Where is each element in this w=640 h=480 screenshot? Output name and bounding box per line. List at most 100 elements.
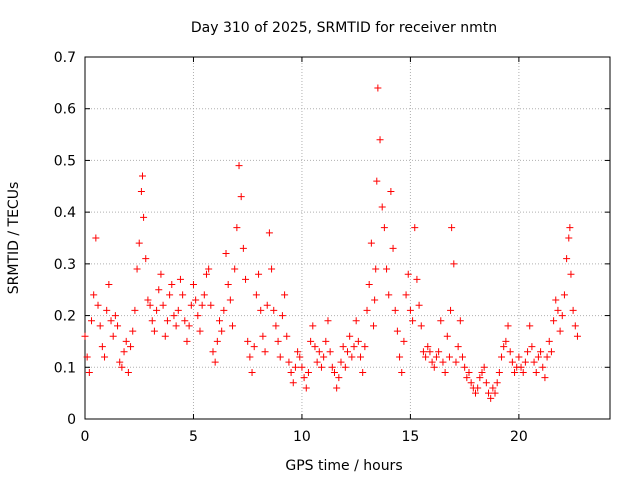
data-point bbox=[367, 239, 375, 247]
data-point bbox=[432, 353, 440, 361]
data-point bbox=[92, 234, 100, 242]
x-tick-label: 0 bbox=[81, 429, 90, 445]
data-point bbox=[476, 374, 484, 382]
data-point bbox=[502, 337, 510, 345]
data-point bbox=[265, 229, 273, 237]
data-point bbox=[493, 379, 501, 387]
data-point bbox=[337, 358, 345, 366]
data-point bbox=[547, 348, 555, 356]
data-point bbox=[463, 374, 471, 382]
data-point bbox=[539, 363, 547, 371]
data-point bbox=[341, 363, 349, 371]
data-point bbox=[168, 281, 176, 289]
data-point bbox=[372, 265, 380, 273]
data-point bbox=[302, 384, 310, 392]
chart-title: Day 310 of 2025, SRMTID for receiver nmt… bbox=[191, 20, 497, 36]
data-point bbox=[389, 244, 397, 252]
data-point bbox=[380, 224, 388, 232]
data-point bbox=[352, 317, 360, 325]
data-point bbox=[491, 389, 499, 397]
data-point bbox=[213, 337, 221, 345]
data-point bbox=[426, 348, 434, 356]
data-point bbox=[207, 301, 215, 309]
data-point bbox=[324, 317, 332, 325]
data-point bbox=[350, 343, 358, 351]
data-point bbox=[127, 343, 135, 351]
data-point bbox=[118, 363, 126, 371]
data-point bbox=[478, 368, 486, 376]
data-point bbox=[261, 348, 269, 356]
data-point bbox=[233, 224, 241, 232]
y-tick-label: 0.2 bbox=[54, 309, 76, 325]
data-point bbox=[315, 348, 323, 356]
data-point bbox=[569, 306, 577, 314]
data-point bbox=[385, 291, 393, 299]
data-point bbox=[471, 389, 479, 397]
data-point bbox=[437, 317, 445, 325]
data-point bbox=[393, 327, 401, 335]
data-point bbox=[155, 286, 163, 294]
data-point bbox=[452, 358, 460, 366]
data-point bbox=[189, 281, 197, 289]
data-point bbox=[521, 358, 529, 366]
data-point bbox=[291, 363, 299, 371]
data-point bbox=[88, 317, 96, 325]
data-point bbox=[511, 368, 519, 376]
data-point bbox=[224, 281, 232, 289]
data-point bbox=[461, 363, 469, 371]
data-point bbox=[370, 322, 378, 330]
data-point bbox=[519, 368, 527, 376]
data-point bbox=[387, 187, 395, 195]
data-point bbox=[435, 348, 443, 356]
data-point bbox=[504, 322, 512, 330]
data-point bbox=[109, 332, 117, 340]
data-point bbox=[150, 327, 158, 335]
data-point bbox=[346, 332, 354, 340]
data-point bbox=[530, 358, 538, 366]
data-point bbox=[383, 265, 391, 273]
data-point bbox=[417, 322, 425, 330]
data-point bbox=[482, 379, 490, 387]
data-point bbox=[330, 368, 338, 376]
data-point bbox=[289, 379, 297, 387]
data-point bbox=[307, 337, 315, 345]
data-point bbox=[566, 224, 574, 232]
data-point bbox=[489, 384, 497, 392]
data-point bbox=[361, 343, 369, 351]
data-point bbox=[376, 136, 384, 144]
data-point bbox=[571, 322, 579, 330]
data-point bbox=[176, 275, 184, 283]
data-point bbox=[534, 353, 542, 361]
data-point bbox=[278, 312, 286, 320]
data-point bbox=[131, 306, 139, 314]
data-point bbox=[317, 363, 325, 371]
data-point bbox=[550, 317, 558, 325]
x-axis-label: GPS time / hours bbox=[285, 458, 402, 474]
data-point bbox=[196, 327, 204, 335]
data-point bbox=[373, 177, 381, 185]
data-point bbox=[172, 322, 180, 330]
data-point bbox=[205, 265, 213, 273]
data-point bbox=[281, 291, 289, 299]
y-tick-label: 0.6 bbox=[54, 102, 76, 118]
x-tick-label: 10 bbox=[293, 429, 311, 445]
data-point bbox=[422, 353, 430, 361]
data-point bbox=[344, 348, 351, 356]
data-point bbox=[276, 353, 284, 361]
data-point bbox=[443, 332, 451, 340]
grid-lines bbox=[85, 57, 610, 419]
y-tick-label: 0.5 bbox=[54, 153, 76, 169]
data-point bbox=[129, 327, 137, 335]
data-point bbox=[498, 353, 506, 361]
data-point bbox=[378, 203, 386, 211]
data-point bbox=[90, 291, 98, 299]
data-point bbox=[400, 337, 408, 345]
data-point bbox=[98, 343, 106, 351]
data-point bbox=[304, 368, 312, 376]
data-point bbox=[270, 306, 278, 314]
data-point bbox=[537, 348, 545, 356]
data-point bbox=[179, 291, 187, 299]
data-point bbox=[170, 312, 178, 320]
data-point bbox=[359, 368, 367, 376]
data-point bbox=[524, 348, 532, 356]
